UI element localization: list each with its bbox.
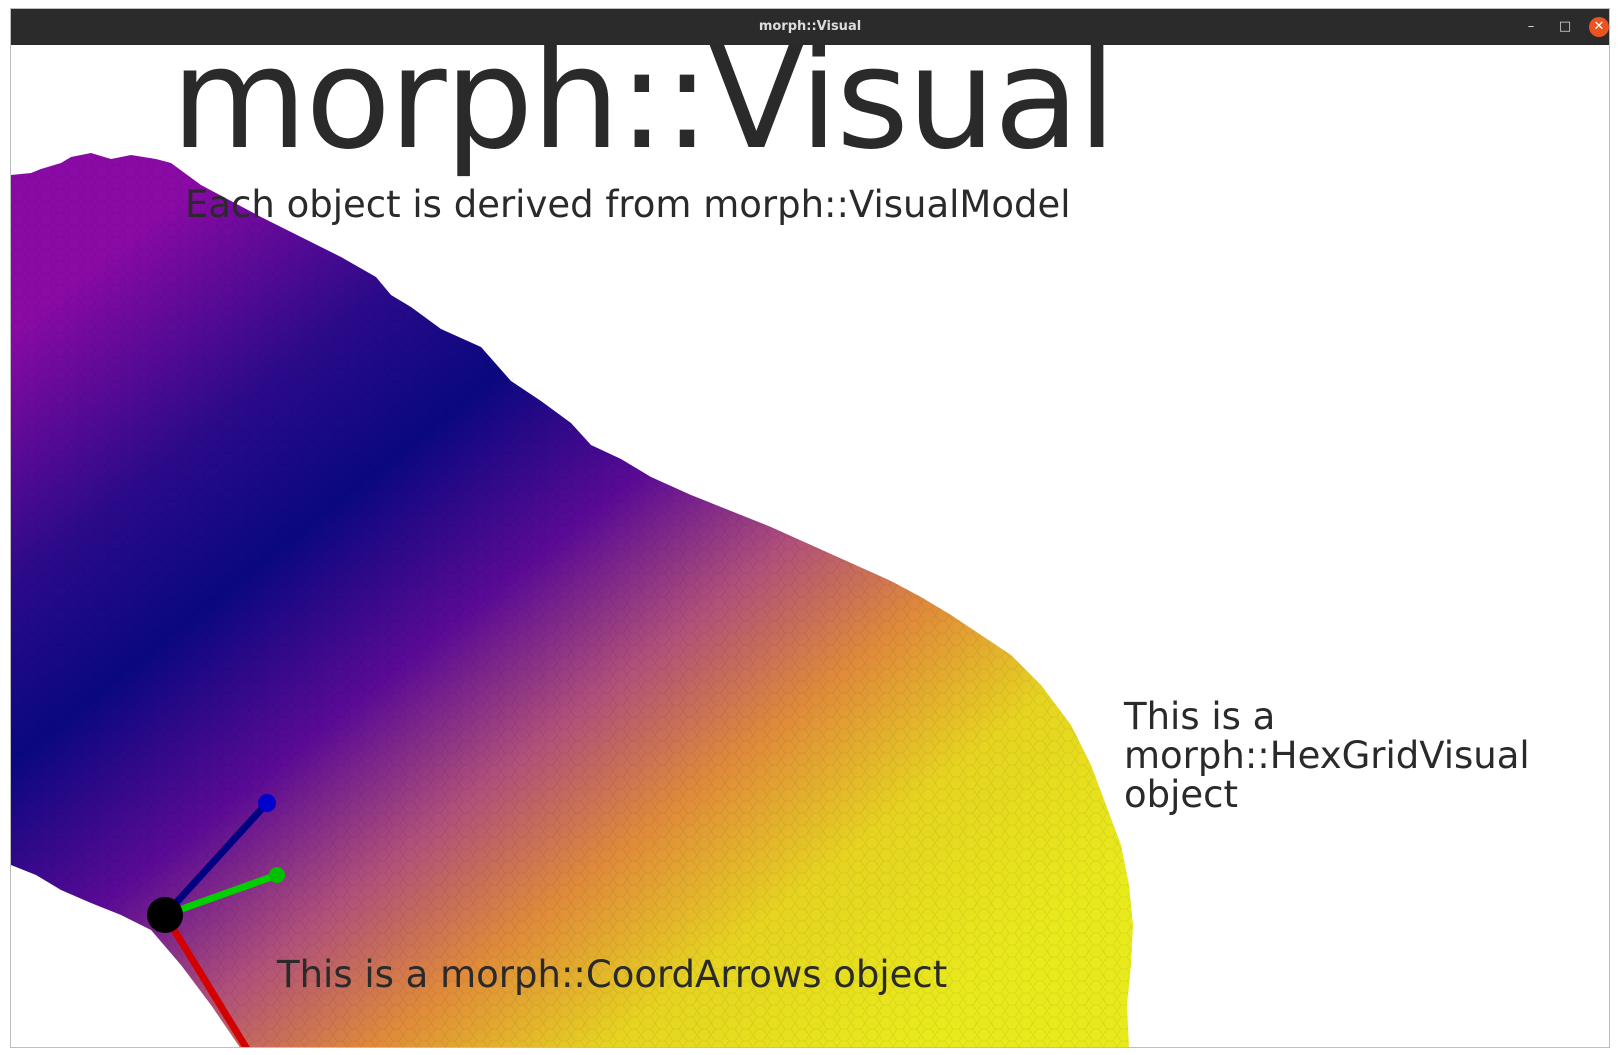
scene-render [11, 153, 1133, 1047]
gl-canvas[interactable]: morph::Visual Each object is derived fro… [11, 45, 1609, 1047]
z-axis-arrow [162, 800, 270, 918]
minimize-icon[interactable]: – [1527, 19, 1535, 34]
scene-subtitle: Each object is derived from morph::Visua… [185, 183, 1071, 226]
x-axis-arrow [162, 913, 250, 1047]
hexgrid-surface [11, 153, 1133, 1047]
close-icon[interactable]: ✕ [1589, 17, 1609, 37]
z-axis-tip [258, 794, 276, 812]
origin-sphere [147, 897, 183, 933]
coordarrows-label: This is a morph::CoordArrows object [277, 953, 948, 996]
coord-arrows [147, 794, 285, 1047]
window-title: morph::Visual [758, 19, 862, 34]
app-window: morph::Visual – □ ✕ [10, 8, 1610, 1048]
maximize-icon[interactable]: □ [1558, 19, 1572, 34]
scene-title: morph::Visual [171, 45, 1116, 181]
y-axis-arrow [163, 871, 279, 919]
title-bar[interactable]: morph::Visual – □ ✕ [11, 9, 1609, 45]
y-axis-tip [269, 867, 285, 883]
hexgrid-label: This is a morph::HexGridVisual object [1124, 695, 1530, 816]
